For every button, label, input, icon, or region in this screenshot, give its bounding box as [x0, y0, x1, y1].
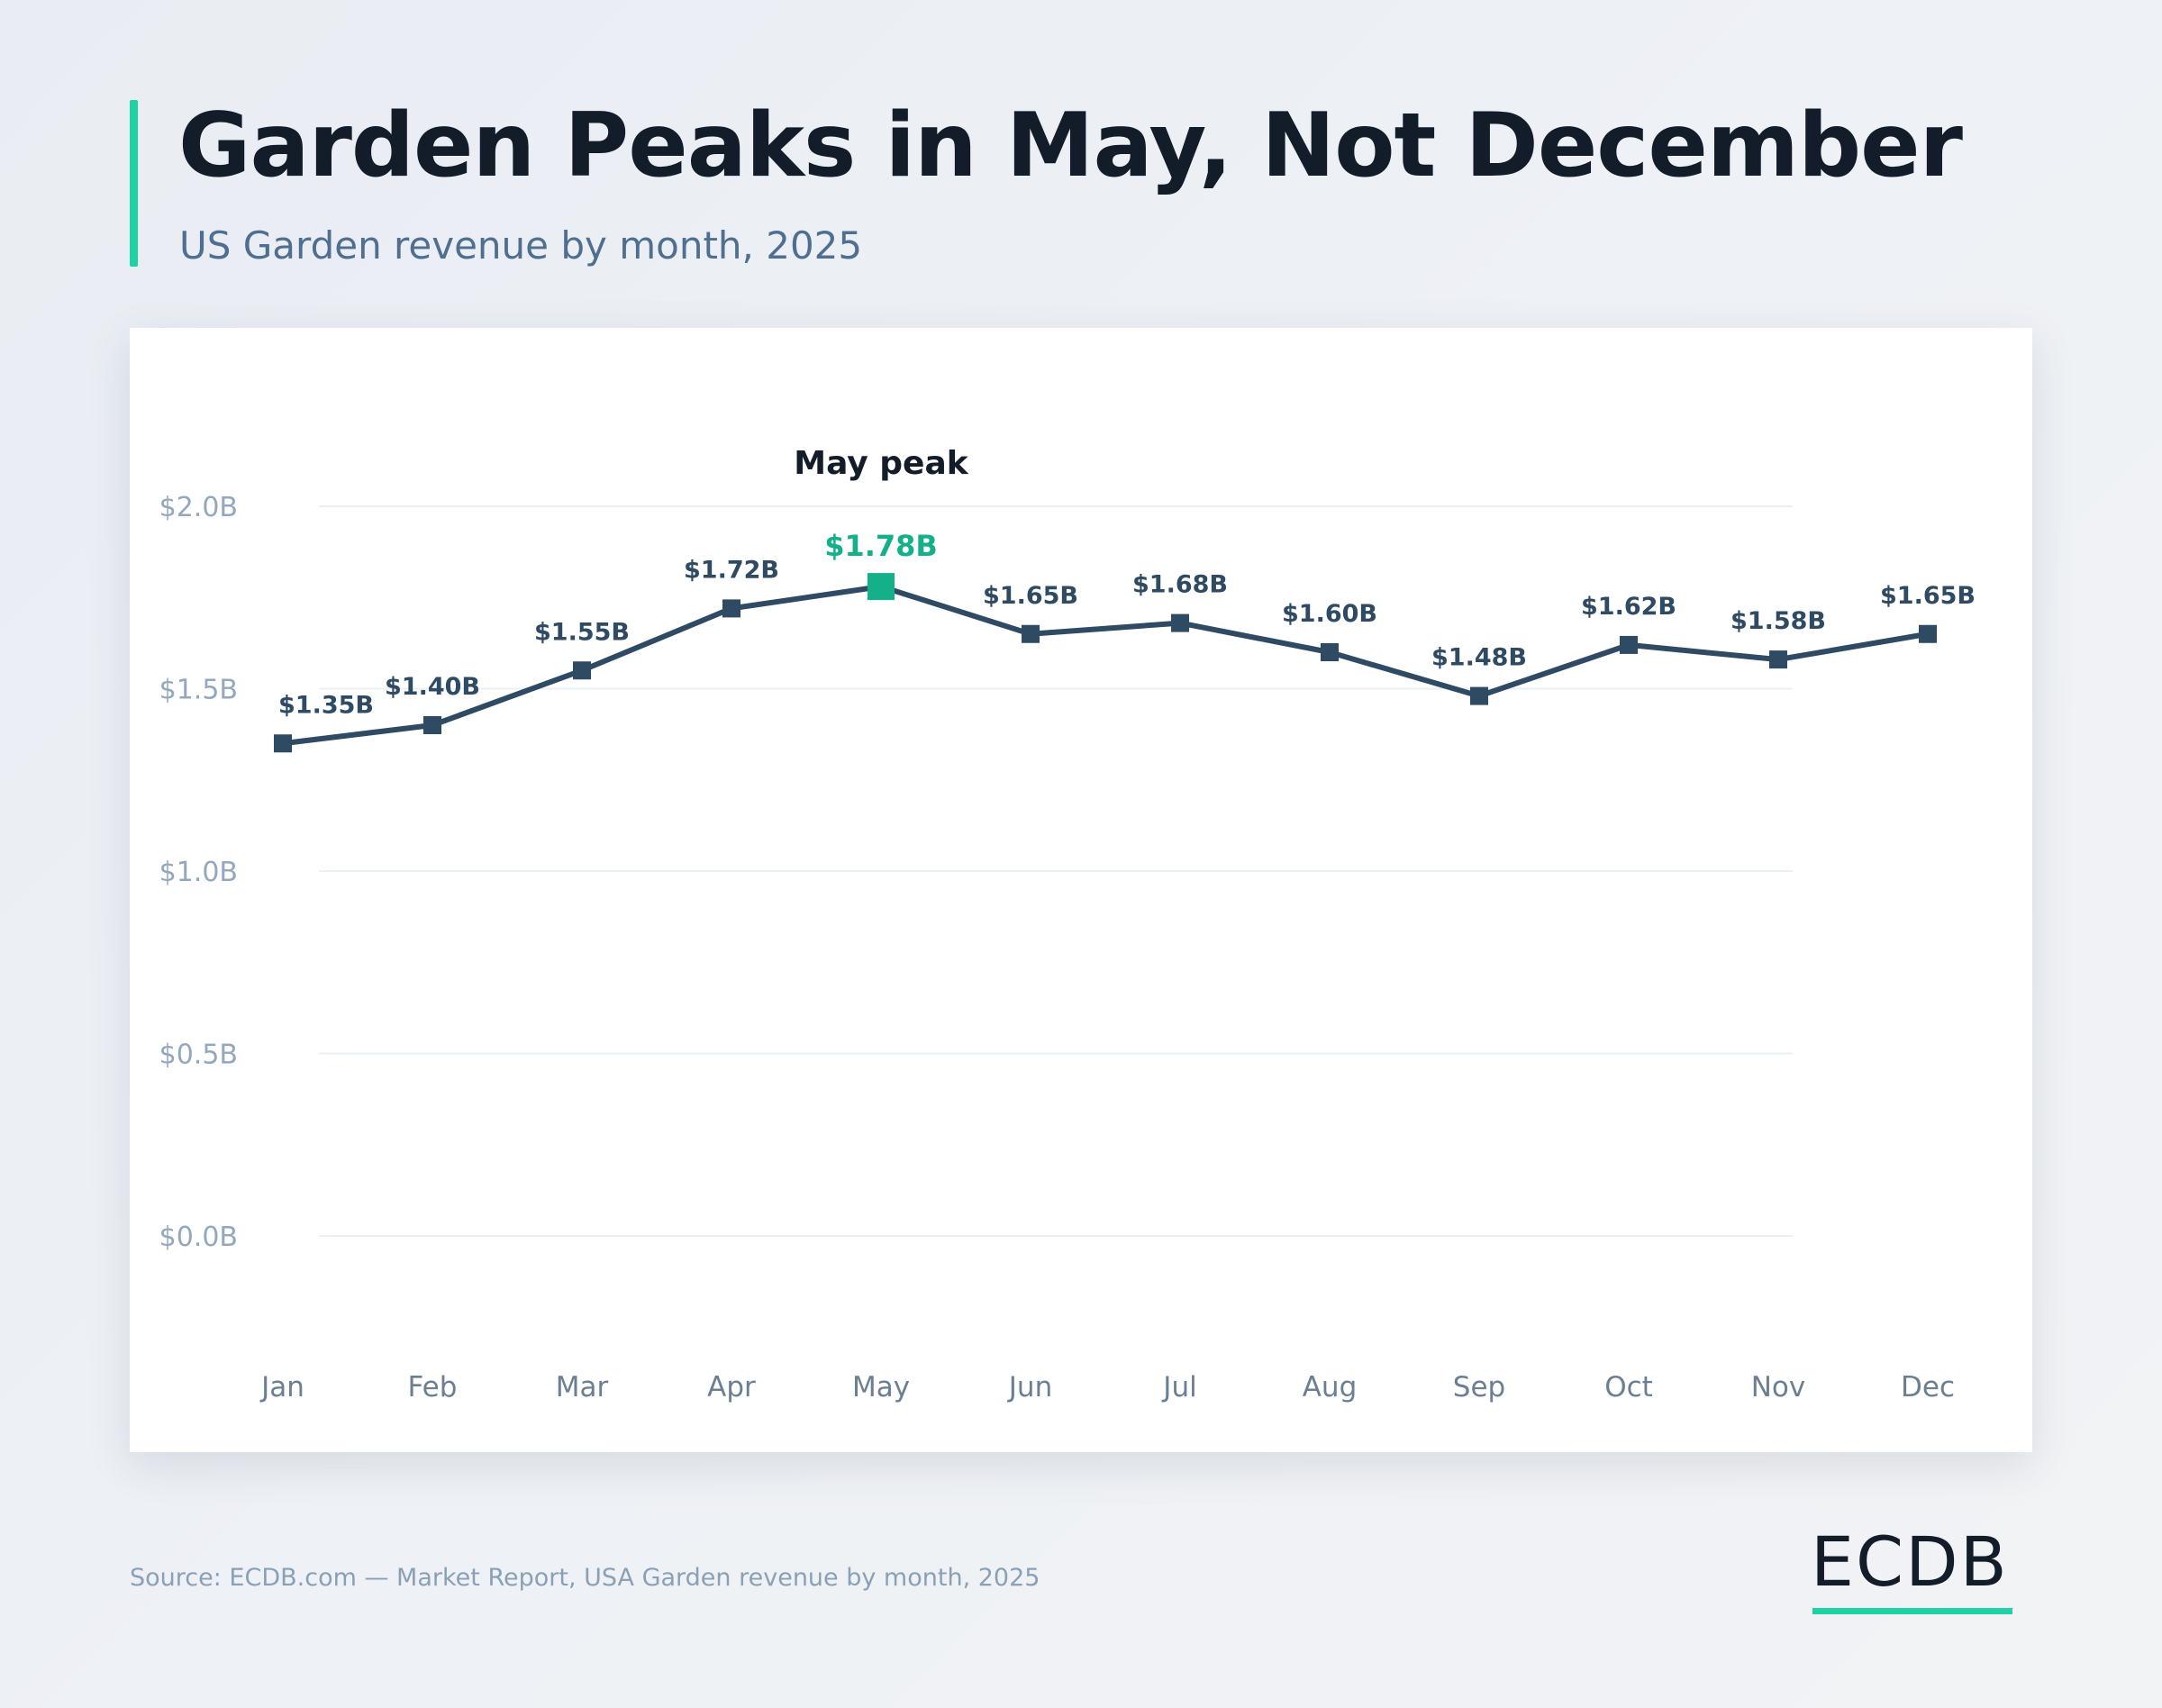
y-tick-label: $2.0B	[159, 492, 238, 523]
data-label: $1.65B	[983, 582, 1078, 610]
data-point	[573, 661, 591, 680]
x-tick-label: Dec	[1901, 1371, 1955, 1404]
logo-underline	[1812, 1608, 2012, 1614]
data-point	[274, 734, 292, 753]
chart-card: $0.0B $0.5B $1.0B $1.5B $2.0B Jan Feb Mar Apr May…	[130, 328, 2032, 1452]
y-tick-label: $1.0B	[159, 857, 238, 888]
data-point	[1620, 635, 1638, 654]
x-tick-label: Mar	[556, 1371, 609, 1404]
data-point	[423, 716, 441, 734]
data-label: $1.60B	[1282, 600, 1377, 628]
y-tick-label: $1.5B	[159, 675, 238, 706]
data-label: $1.58B	[1731, 607, 1826, 635]
data-label: $1.35B	[278, 691, 374, 719]
data-label: $1.68B	[1132, 571, 1228, 599]
data-point	[1321, 643, 1339, 661]
line-chart: $0.0B $0.5B $1.0B $1.5B $2.0B Jan Feb Mar Apr May…	[159, 445, 1976, 1404]
source-note: Source: ECDB.com — Market Report, USA Ga…	[130, 1564, 1040, 1592]
data-point	[722, 599, 740, 618]
page-title: Garden Peaks in May, Not December	[178, 95, 1963, 197]
x-tick-label: Sep	[1453, 1371, 1505, 1404]
title-accent-bar	[130, 100, 138, 267]
data-point	[1022, 624, 1040, 643]
series-line	[280, 584, 1930, 747]
x-tick-label: Apr	[707, 1371, 756, 1404]
page-subtitle: US Garden revenue by month, 2025	[179, 223, 863, 268]
data-label: $1.72B	[684, 556, 779, 584]
y-tick-label: $0.5B	[159, 1040, 238, 1071]
data-label: $1.55B	[534, 618, 630, 646]
data-point	[1171, 613, 1189, 632]
data-label: $1.48B	[1431, 644, 1527, 672]
data-point	[1470, 686, 1488, 705]
x-tick-label: Oct	[1604, 1371, 1653, 1404]
x-tick-label: Jan	[259, 1371, 304, 1404]
peak-data-label: $1.78B	[824, 529, 938, 563]
x-tick-label: May	[852, 1371, 910, 1404]
ecdb-logo: ECDB	[1811, 1522, 2009, 1602]
x-tick-label: Nov	[1751, 1371, 1806, 1404]
peak-data-point	[868, 573, 895, 601]
x-tick-label: Aug	[1303, 1371, 1358, 1404]
data-label: $1.40B	[385, 673, 480, 701]
x-tick-label: Jul	[1161, 1371, 1196, 1404]
data-point	[1769, 650, 1787, 669]
peak-annotation: May peak	[794, 445, 968, 482]
x-tick-label: Feb	[408, 1371, 458, 1404]
data-label: $1.62B	[1581, 593, 1676, 621]
data-label: $1.65B	[1880, 582, 1976, 610]
data-point	[1919, 624, 1937, 643]
x-tick-label: Jun	[1007, 1371, 1052, 1404]
y-tick-label: $0.0B	[159, 1222, 238, 1253]
